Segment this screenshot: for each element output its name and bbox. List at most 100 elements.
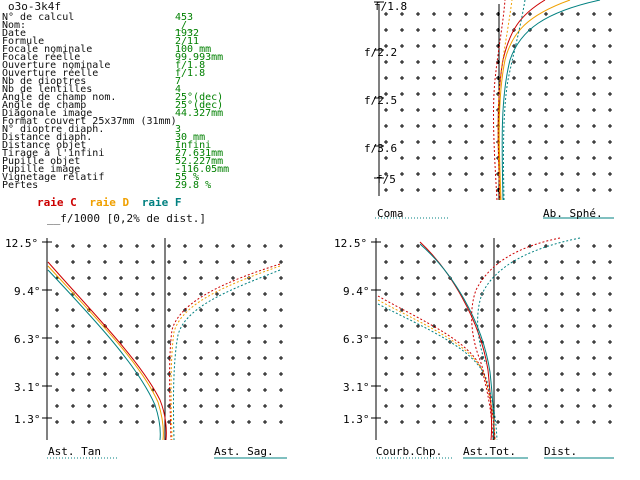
data-row-value: f/1.8 xyxy=(175,60,206,71)
data-row-label: Pupille objet xyxy=(2,156,81,167)
br-y-tick-6-3: 6.3° xyxy=(343,333,370,346)
data-row-label: Angle de champ xyxy=(2,100,87,111)
data-row: Distance objet Infini xyxy=(2,140,242,151)
data-row: Nb de lentilles 4 xyxy=(2,84,242,95)
bl-y-tick-9-4: 9.4° xyxy=(14,285,41,298)
data-row-label: Tirage à l'infini xyxy=(2,148,105,159)
legend-raie-c: raie C xyxy=(37,196,77,209)
data-row-label: Distance objet xyxy=(2,140,87,151)
y-tick-f5: f/5 xyxy=(376,173,396,186)
data-row-label: Nb de lentilles xyxy=(2,84,93,95)
data-row-label: N° dioptre diaph. xyxy=(2,124,105,135)
data-row: Pupille objet 52.227mm xyxy=(2,156,242,167)
data-row-value: 99.993mm xyxy=(175,52,224,63)
tan-curve-d xyxy=(47,265,164,441)
data-row-label: Focale nominale xyxy=(2,44,93,55)
tan-curve-f xyxy=(47,269,161,441)
spherical-aberration-label: Ab. Sphé. xyxy=(543,207,603,220)
data-row: Format couvert 25x37mm (31mm) xyxy=(2,116,242,127)
ast-sag-label: Ast. Sag. xyxy=(214,445,274,458)
coma-label: Coma xyxy=(377,207,404,220)
data-row-value: 30 mm xyxy=(175,132,206,143)
data-row-value: 25°(dec) xyxy=(175,100,224,111)
coma-curve-d xyxy=(497,0,513,201)
distortion-scale-note: __f/1000 [0,2% de dist.] xyxy=(47,212,206,225)
y-tick-f1-8: f/1.8 xyxy=(374,0,408,13)
data-row: Distance diaph. 30 mm xyxy=(2,132,242,143)
data-row-label: Format couvert 25x37mm (31mm) xyxy=(2,116,177,127)
data-row-value: Infini xyxy=(175,140,212,151)
data-row-label: Pertes xyxy=(2,180,39,191)
data-row: Pupille image -116.05mm xyxy=(2,164,242,175)
y-tick-f2-2: f/2.2 xyxy=(364,46,398,59)
data-row-label: Vignetage relatif xyxy=(2,172,105,183)
data-row-label: Nom: xyxy=(2,20,27,31)
window-title: o3o-3k4f xyxy=(8,0,61,13)
data-row: Nb de dioptres 7 xyxy=(2,76,242,87)
coma-curve-c xyxy=(493,0,506,201)
sph-curve-d xyxy=(498,0,571,201)
spectral-line-legend: raie C raie D raie F xyxy=(37,196,188,209)
sag-curve-d xyxy=(170,265,281,441)
data-row: Ouverture réelle f/1.8 xyxy=(2,68,242,79)
data-row-label: Ouverture réelle xyxy=(2,68,99,79)
data-row-label: Angle de champ nom. xyxy=(2,92,117,103)
data-row: Date 1932 xyxy=(2,28,242,39)
sph-curve-c xyxy=(497,0,546,201)
data-row-label: Focale réelle xyxy=(2,52,81,63)
data-row: Vignetage relatif 55 % xyxy=(2,172,242,183)
data-row-value: -116.05mm xyxy=(175,164,230,175)
data-row-value: 29.8 % xyxy=(175,180,212,191)
data-row-value: _/_ xyxy=(175,20,194,31)
data-row-label: Ouverture nominale xyxy=(2,60,111,71)
br-y-tick-1-3: 1.3° xyxy=(343,413,370,426)
data-row: N° dioptre diaph. 3 xyxy=(2,124,242,135)
data-row-label: Diagonale image xyxy=(2,108,93,119)
data-row-value: 100 mm xyxy=(175,44,212,55)
dist-curve-f xyxy=(477,237,581,365)
data-row: Ouverture nominale f/1.8 xyxy=(2,60,242,71)
data-row: Nom: _/_ xyxy=(2,20,242,31)
sag-curve-f xyxy=(172,269,281,441)
data-row: Angle de champ 25°(dec) xyxy=(2,100,242,111)
data-row: Angle de champ nom. 25°(dec) xyxy=(2,92,242,103)
br-y-tick-3-1: 3.1° xyxy=(343,381,370,394)
data-row-value: 27.631mm xyxy=(175,148,224,159)
ast-tot-curve-d xyxy=(377,299,496,441)
data-row: N° de calcul 453 xyxy=(2,12,242,23)
data-row: Diagonale image 44.327mm xyxy=(2,108,242,119)
br-y-tick-9-4: 9.4° xyxy=(343,285,370,298)
data-row: Focale réelle 99.993mm xyxy=(2,52,242,63)
data-row-value: 52.227mm xyxy=(175,156,224,167)
data-row-value: 25°(dec) xyxy=(175,92,224,103)
curv-curve-c xyxy=(419,241,493,441)
curv-curve-f xyxy=(419,243,495,441)
bl-y-tick-3-1: 3.1° xyxy=(14,381,41,394)
data-row-label: Date xyxy=(2,28,27,39)
data-row: Formule 2/11 xyxy=(2,37,242,47)
total-astigmatism-label: Ast.Tot. xyxy=(463,445,516,458)
y-tick-f2-5: f/2.5 xyxy=(364,94,398,107)
data-row-value: 7 xyxy=(175,76,182,87)
coma-curve-f xyxy=(502,0,526,201)
data-row-value: 453 xyxy=(175,12,194,23)
data-row: Focale nominale 100 mm xyxy=(2,44,242,55)
data-row-value: f/1.8 xyxy=(175,68,206,79)
data-row: Pertes 29.8 % xyxy=(2,180,242,191)
data-row-label: Pupille image xyxy=(2,164,81,175)
sph-curve-f xyxy=(501,0,601,201)
data-row-value: 4 xyxy=(175,84,182,95)
tan-curve-c xyxy=(47,261,167,441)
y-tick-f3-6: f/3.6 xyxy=(364,142,398,155)
calculation-data-panel: N° de calcul 453 Nom: _/_ Date 1932 Formule 2/1… xyxy=(2,12,242,191)
bl-y-tick-6-3: 6.3° xyxy=(14,333,41,346)
legend-raie-f: raie F xyxy=(141,196,182,209)
field-curvature-label: Courb.Chp. xyxy=(376,445,443,458)
ast-tot-curve-c xyxy=(377,295,494,441)
br-y-tick-12-5: 12.5° xyxy=(334,237,368,250)
ast-tot-curve-f xyxy=(377,303,498,441)
data-row-value: 1932 xyxy=(175,28,200,39)
bl-y-tick-1-3: 1.3° xyxy=(14,413,41,426)
legend-raie-d: raie D xyxy=(89,196,130,209)
